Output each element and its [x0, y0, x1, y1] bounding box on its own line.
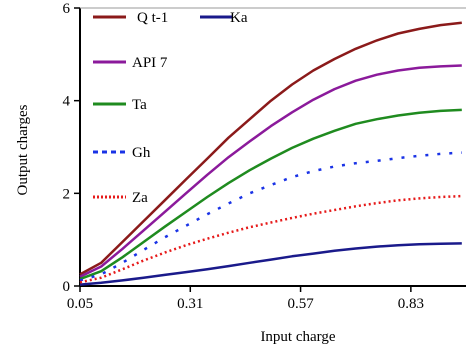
plot-frame — [79, 7, 466, 287]
y-tick-label: 4 — [63, 94, 71, 110]
legend-item-q-t-1: Q t-1 — [93, 10, 168, 26]
series-line-gh — [79, 151, 462, 282]
legend-item-ta: Ta — [93, 97, 147, 113]
legend-label: Ta — [132, 97, 147, 113]
series-line-api-7 — [79, 64, 462, 278]
legend-item-gh: Gh — [93, 145, 151, 161]
series-layer — [79, 21, 462, 286]
x-tick-label: 0.57 — [287, 296, 314, 312]
series-line-za — [79, 194, 462, 284]
x-tick-label: 0.05 — [67, 296, 93, 312]
y-axis-title: Output charges — [15, 104, 31, 195]
legend-label: Ka — [230, 10, 248, 26]
x-axis-ticks: 0.05 0.31 0.57 0.83 — [67, 286, 424, 312]
series-line-ta — [79, 108, 462, 281]
x-tick-label: 0.31 — [177, 296, 203, 312]
y-tick-label: 2 — [63, 186, 71, 202]
legend-label: API 7 — [132, 55, 168, 71]
series-line-q-t-1 — [79, 21, 462, 276]
x-axis-title: Input charge — [260, 329, 335, 345]
legend-label: Za — [132, 190, 148, 206]
legend-item-api-7: API 7 — [93, 55, 168, 71]
legend-label: Q t-1 — [137, 10, 168, 26]
legend-label: Gh — [132, 145, 151, 161]
y-tick-label: 0 — [63, 279, 71, 295]
x-tick-label: 0.83 — [398, 296, 424, 312]
legend-item-za: Za — [93, 190, 148, 206]
series-line-ka — [79, 242, 462, 286]
y-tick-label: 6 — [63, 1, 71, 17]
y-axis-ticks: 0 2 4 6 — [63, 1, 80, 295]
legend-item-ka: Ka — [200, 10, 248, 26]
legend: Q t-1 Ka API 7 Ta Gh Za — [93, 10, 248, 206]
